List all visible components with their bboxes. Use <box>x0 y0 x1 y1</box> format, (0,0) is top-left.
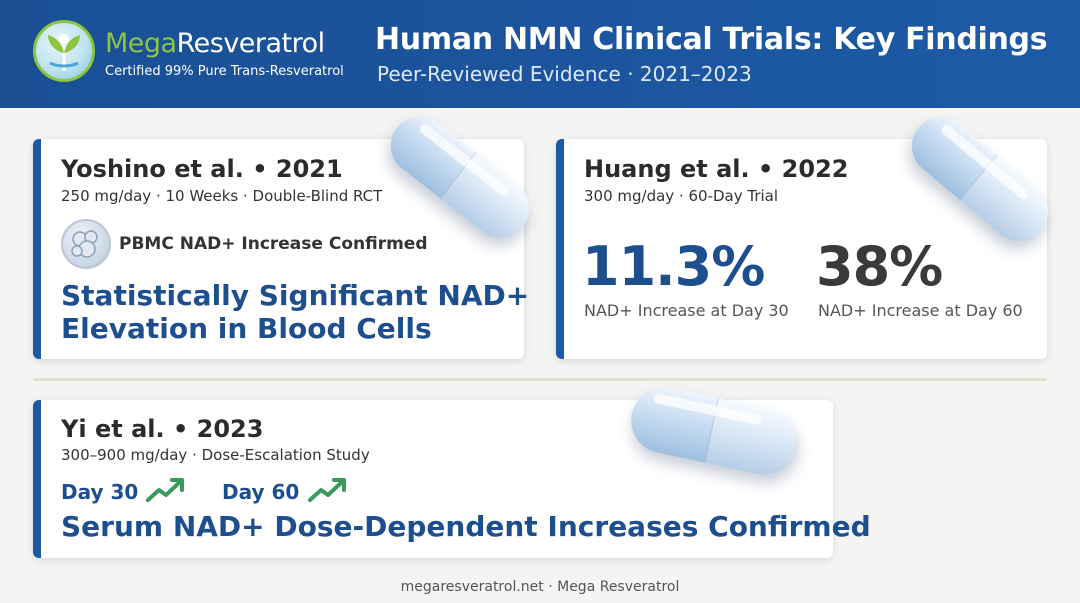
study-meta: 250 mg/day · 10 Weeks · Double-Blind RCT <box>61 187 383 205</box>
footer-text: megaresveratrol.net · Mega Resveratrol <box>400 579 680 595</box>
trend-up-icon <box>308 478 346 502</box>
section-divider <box>33 378 1047 381</box>
day60-label: Day 60 <box>222 480 300 504</box>
headline-line2: Elevation in Blood Cells <box>61 312 432 345</box>
cell-icon <box>61 219 111 269</box>
stat-day60-label: NAD+ Increase at Day 60 <box>818 301 1023 320</box>
study-meta: 300–900 mg/day · Dose-Escalation Study <box>61 446 370 464</box>
brand-prefix: Mega <box>105 28 177 59</box>
study-title: Yoshino et al. • 2021 <box>61 155 343 183</box>
logo-icon <box>33 20 95 82</box>
day30-label: Day 30 <box>61 480 139 504</box>
study-title: Yi et al. • 2023 <box>61 415 264 443</box>
yi-headline: Serum NAD+ Dose-Dependent Increases Conf… <box>61 510 871 543</box>
header-banner: MegaResveratrol Certified 99% Pure Trans… <box>0 0 1080 108</box>
trend-up-icon <box>146 478 184 502</box>
stat-day60-value: 38% <box>816 235 943 298</box>
stat-day30-label: NAD+ Increase at Day 30 <box>584 301 789 320</box>
study-meta: 300 mg/day · 60-Day Trial <box>584 187 779 205</box>
brand-tagline: Certified 99% Pure Trans-Resveratrol <box>105 64 344 79</box>
headline-line1: Statistically Significant NAD+ <box>61 279 530 312</box>
brand-suffix: Resveratrol <box>176 28 326 59</box>
study-card-huang: Huang et al. • 2022 300 mg/day · 60-Day … <box>556 139 1047 359</box>
study-title: Huang et al. • 2022 <box>584 155 849 183</box>
stat-day30-value: 11.3% <box>582 235 765 298</box>
page-subtitle: Peer-Reviewed Evidence · 2021–2023 <box>377 62 752 86</box>
brand-name: MegaResveratrol <box>105 28 325 59</box>
pbmc-label: PBMC NAD+ Increase Confirmed <box>119 234 428 254</box>
page-title: Human NMN Clinical Trials: Key Findings <box>375 22 1048 57</box>
